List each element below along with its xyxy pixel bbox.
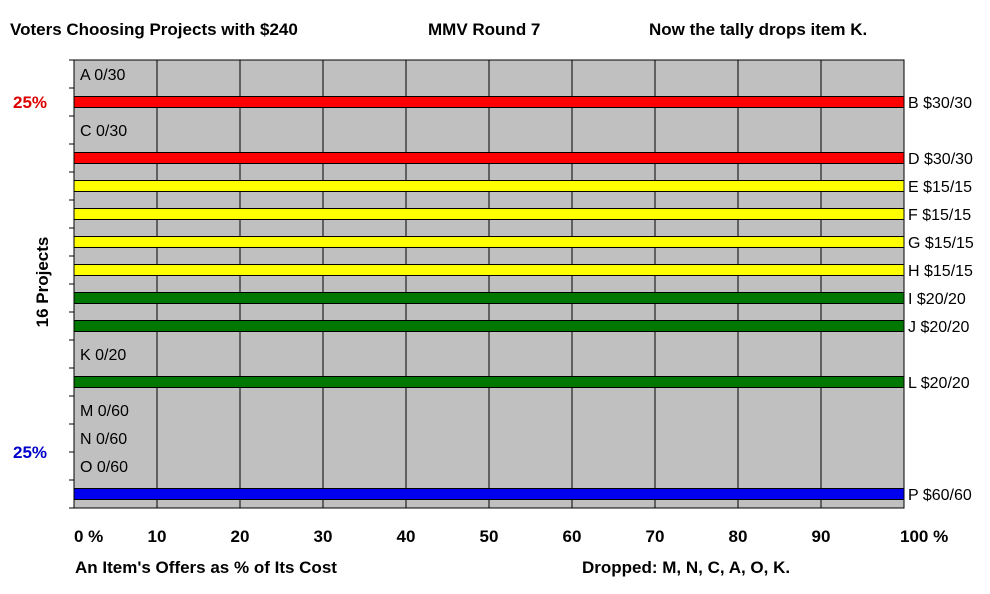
bar-label: B $30/30 bbox=[908, 95, 972, 112]
bar-label: M 0/60 bbox=[80, 403, 129, 420]
chart-title-right: Now the tally drops item K. bbox=[649, 20, 868, 39]
x-tick-label: 90 bbox=[812, 527, 831, 546]
bar-label: G $15/15 bbox=[908, 235, 974, 252]
side-percent-label: 25% bbox=[13, 443, 47, 462]
x-tick-label: 60 bbox=[563, 527, 582, 546]
bar bbox=[73, 264, 905, 276]
bar-label: F $15/15 bbox=[908, 207, 971, 224]
chart-title-left: Voters Choosing Projects with $240 bbox=[10, 20, 298, 39]
bar bbox=[73, 376, 905, 388]
bar-label: N 0/60 bbox=[80, 431, 127, 448]
x-axis-label: An Item's Offers as % of Its Cost bbox=[75, 558, 337, 577]
bar bbox=[73, 236, 905, 248]
bar-label: C 0/30 bbox=[80, 123, 127, 140]
x-tick-label: 50 bbox=[480, 527, 499, 546]
chart-title-center: MMV Round 7 bbox=[428, 20, 541, 39]
bar bbox=[73, 488, 905, 500]
dropped-note: Dropped: M, N, C, A, O, K. bbox=[582, 558, 791, 577]
bar-label: A 0/30 bbox=[80, 67, 125, 84]
x-tick-label: 0 % bbox=[74, 527, 103, 546]
x-tick-label: 80 bbox=[729, 527, 748, 546]
bar bbox=[73, 96, 905, 108]
x-tick-label: 100 % bbox=[900, 527, 948, 546]
bar-label: H $15/15 bbox=[908, 263, 973, 280]
bar-label: O 0/60 bbox=[80, 459, 128, 476]
x-tick-label: 20 bbox=[231, 527, 250, 546]
bar bbox=[73, 152, 905, 164]
bar-label: P $60/60 bbox=[908, 487, 972, 504]
bar-label: L $20/20 bbox=[908, 375, 970, 392]
bar-label: E $15/15 bbox=[908, 179, 972, 196]
bar bbox=[73, 180, 905, 192]
bar bbox=[73, 208, 905, 220]
bar bbox=[73, 320, 905, 332]
bar-label: D $30/30 bbox=[908, 151, 973, 168]
x-tick-label: 70 bbox=[646, 527, 665, 546]
x-tick-label: 10 bbox=[148, 527, 167, 546]
y-axis-label: 16 Projects bbox=[33, 237, 52, 328]
x-tick-label: 30 bbox=[314, 527, 333, 546]
bar bbox=[73, 292, 905, 304]
x-tick-label: 40 bbox=[397, 527, 416, 546]
bar-label: K 0/20 bbox=[80, 347, 126, 364]
bar-label: J $20/20 bbox=[908, 319, 969, 336]
side-percent-label: 25% bbox=[13, 93, 47, 112]
bar-label: I $20/20 bbox=[908, 291, 966, 308]
